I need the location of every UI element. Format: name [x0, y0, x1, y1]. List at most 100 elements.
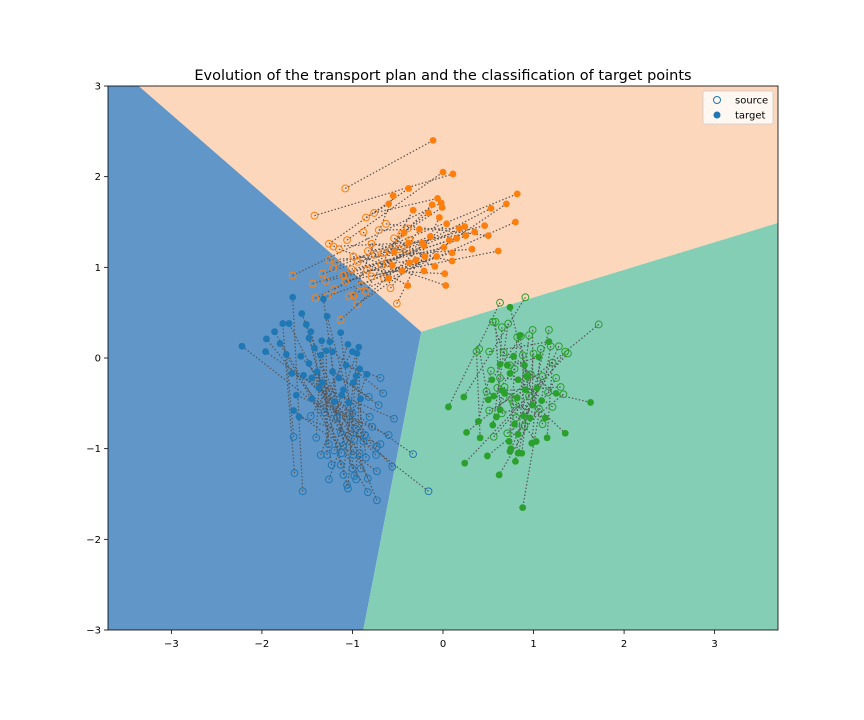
transport-line [241, 345, 429, 492]
target-point-green [506, 303, 514, 311]
transport-line [315, 207, 492, 299]
transport-line [521, 353, 535, 454]
y-tick-label: −3 [86, 626, 101, 637]
transport-line [522, 346, 552, 508]
source-point-green [491, 317, 500, 326]
source-point-orange [403, 224, 412, 233]
target-point-blue [297, 352, 305, 360]
source-point-blue [364, 393, 373, 401]
target-point-green [552, 389, 560, 397]
target-point-orange [385, 200, 393, 208]
target-point-blue [317, 351, 325, 359]
target-point-blue [282, 350, 290, 358]
source-point-orange [370, 209, 379, 217]
source-point-green [518, 351, 527, 360]
target-point-orange [416, 225, 423, 233]
source-point-blue [384, 431, 393, 439]
target-point-orange [502, 200, 510, 208]
transport-line [366, 269, 445, 275]
y-tick-label: −1 [86, 444, 101, 455]
source-point-green [528, 325, 537, 334]
transport-line [513, 355, 532, 375]
source-point-green [488, 317, 497, 326]
target-point-blue [313, 368, 321, 375]
source-point-blue [356, 464, 365, 473]
source-point-green [521, 293, 530, 302]
target-point-green [483, 452, 491, 460]
target-point-orange [448, 257, 456, 265]
target-point-orange [512, 218, 519, 226]
source-point-green [538, 420, 547, 429]
source-point-green [554, 342, 563, 351]
source-point-blue [348, 464, 357, 473]
transport-line [344, 139, 434, 189]
target-point-green [506, 447, 514, 455]
source-point-blue [363, 474, 372, 483]
target-point-blue [305, 360, 313, 367]
transport-line [514, 335, 530, 462]
source-point-blue [409, 450, 418, 459]
target-point-blue [315, 384, 323, 392]
target-point-orange [441, 270, 449, 278]
transport-line [328, 374, 368, 480]
target-point-orange [468, 245, 476, 253]
target-point-orange [429, 137, 437, 144]
target-point-orange [405, 185, 412, 192]
target-point-green [511, 420, 518, 428]
target-point-blue [298, 310, 306, 317]
source-point-green [499, 348, 508, 357]
target-point-blue [276, 340, 284, 347]
target-point-green [476, 434, 484, 442]
source-point-orange [390, 234, 399, 243]
source-point-green [529, 349, 538, 358]
target-point-orange [434, 195, 441, 202]
target-point-orange [390, 248, 398, 256]
transport-line [526, 376, 544, 425]
source-point-green [556, 383, 565, 391]
source-point-orange [349, 252, 358, 261]
target-point-orange [421, 253, 429, 260]
target-point-green [501, 389, 508, 397]
source-point-green [504, 319, 513, 328]
target-point-orange [385, 274, 393, 282]
decision-regions [108, 86, 778, 630]
source-point-blue [316, 451, 325, 459]
target-point-orange [481, 222, 489, 230]
target-point-orange [389, 192, 397, 200]
source-point-blue [337, 449, 346, 458]
target-point-green [489, 421, 497, 429]
target-point-green [490, 392, 498, 400]
transport-line [342, 382, 354, 476]
transport-line [312, 237, 457, 285]
transport-line [475, 351, 481, 438]
source-point-blue [333, 413, 341, 422]
target-point-green [541, 414, 549, 422]
target-point-green [518, 449, 526, 457]
source-point-green [536, 345, 545, 353]
transport-line [345, 250, 499, 282]
chart-title: Evolution of the transport plan and the … [194, 68, 691, 84]
source-point-green [485, 406, 494, 415]
transport-line [346, 171, 444, 241]
source-point-orange [371, 250, 379, 259]
target-point-blue [263, 335, 270, 343]
source-point-orange [330, 285, 339, 293]
target-point-blue [355, 343, 363, 351]
target-point-green [587, 399, 594, 406]
source-point-blue [379, 389, 388, 398]
target-point-orange [442, 282, 450, 289]
x-axis: −3 −2 −1 0 1 2 3 [164, 630, 718, 650]
transport-line [352, 195, 394, 296]
transport-line [355, 368, 361, 480]
target-point-blue [337, 329, 345, 337]
transport-line [342, 389, 355, 476]
transport-line [509, 356, 540, 366]
target-point-orange [484, 232, 492, 240]
source-point-green [512, 413, 521, 422]
source-point-orange [353, 257, 362, 266]
target-point-blue [262, 348, 269, 356]
source-point-blue [352, 475, 360, 484]
target-point-green [516, 331, 524, 339]
source-point-green [548, 358, 557, 367]
target-point-blue [356, 365, 364, 373]
